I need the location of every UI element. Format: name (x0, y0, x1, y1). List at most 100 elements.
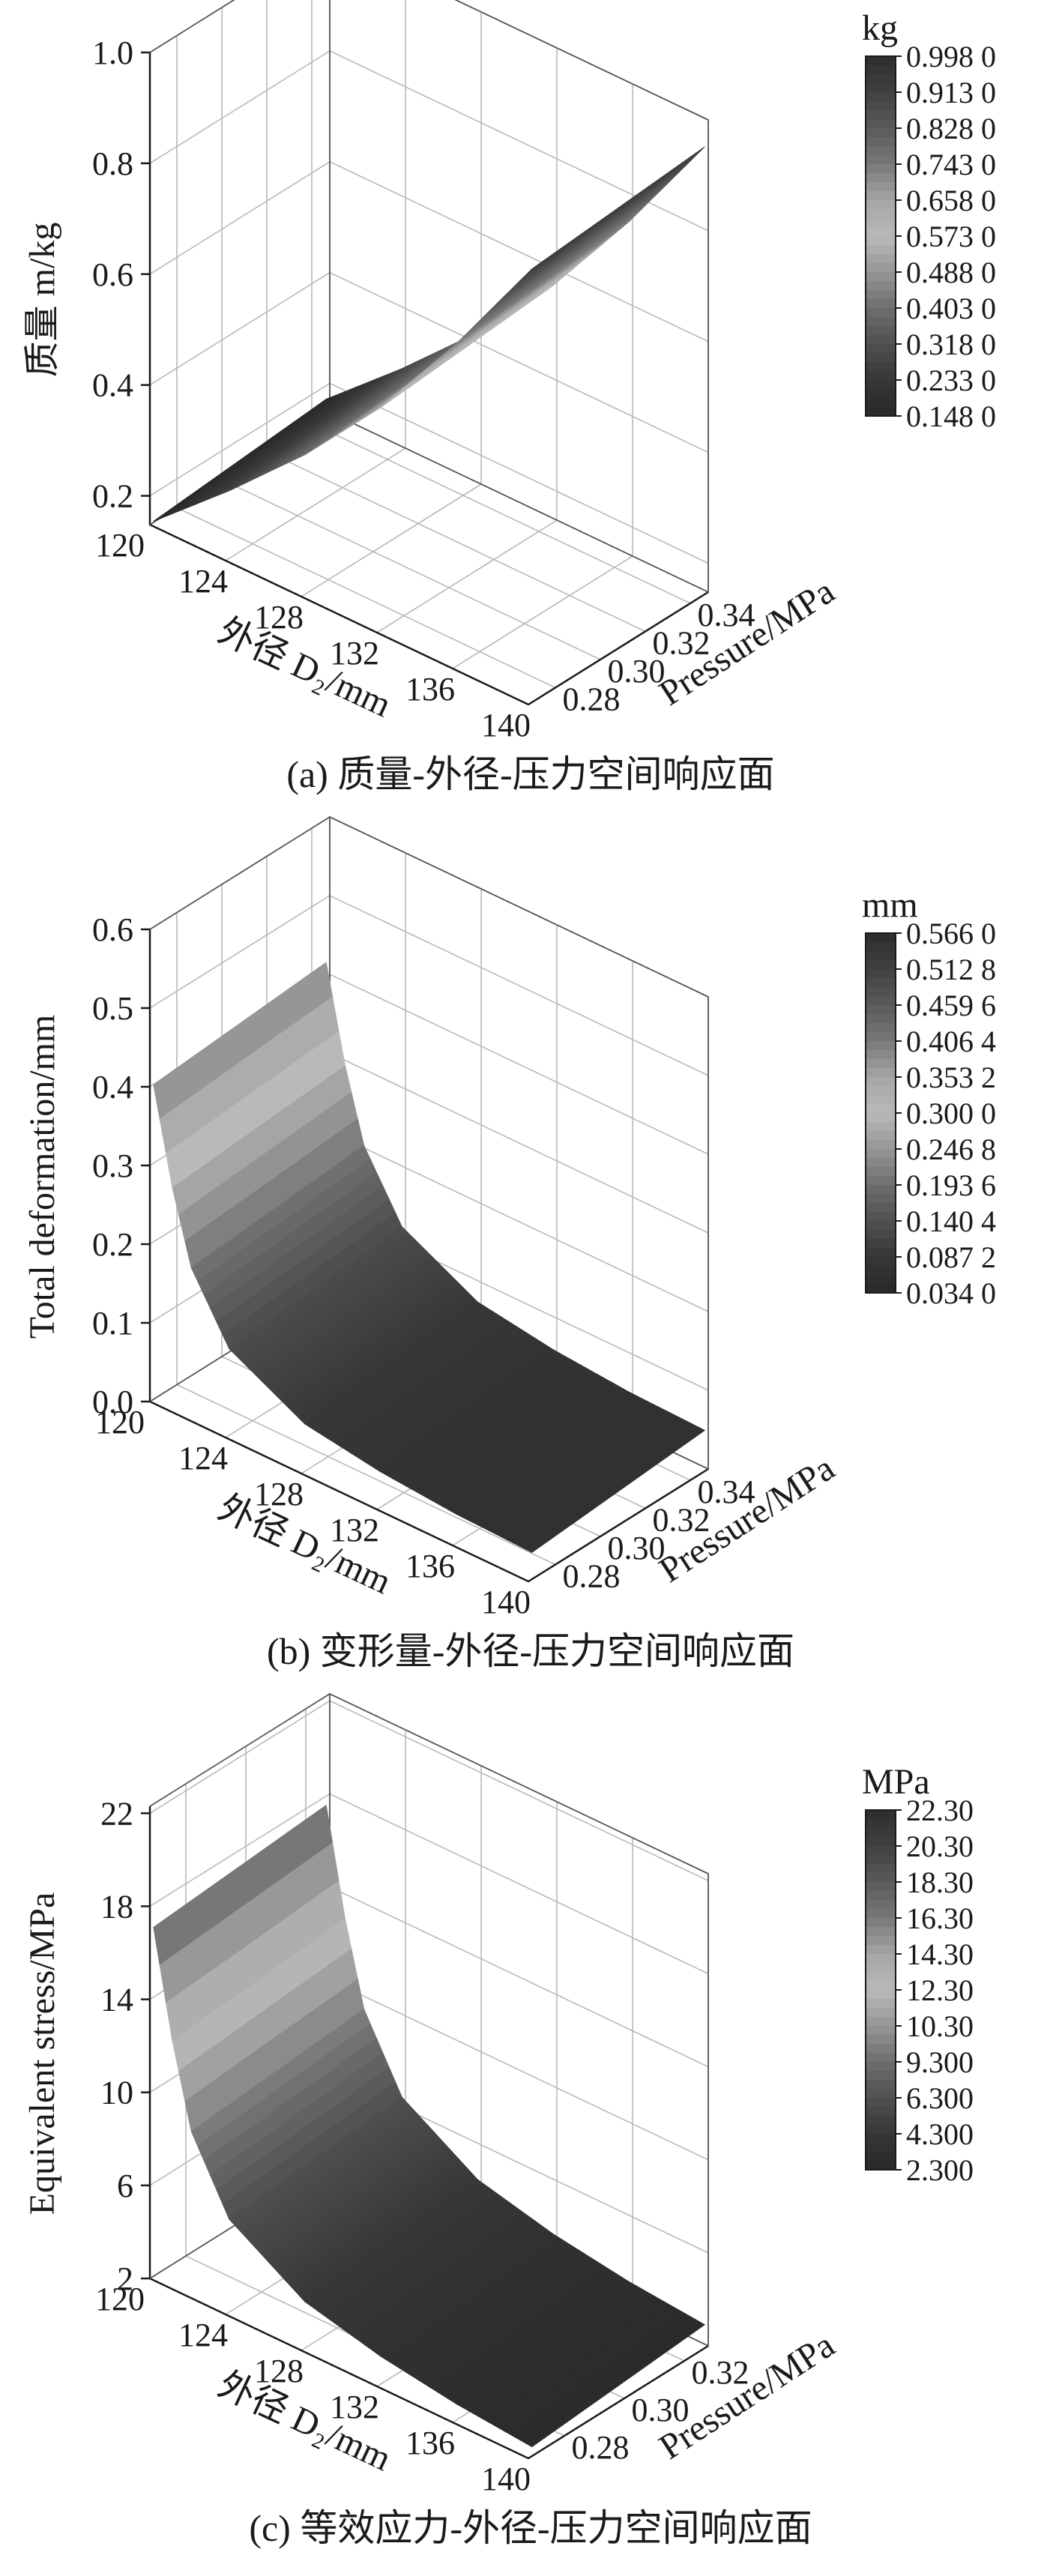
colorbar-tick-label: 2.300 (906, 2153, 974, 2187)
z-gridline (149, 0, 709, 121)
colorbar-segment (866, 969, 896, 979)
z-tick-label: 0.0 (92, 1384, 133, 1420)
x-tick-label: 140 (481, 707, 531, 743)
surface (153, 962, 706, 1553)
colorbar-tick-label: 0.087 2 (906, 1240, 996, 1274)
colorbar-segment (866, 1077, 896, 1087)
colorbar-segment (866, 281, 896, 291)
colorbar-segment (866, 2080, 896, 2090)
colorbar-segment (866, 1023, 896, 1033)
colorbar-segment (866, 1873, 896, 1883)
colorbar-segment (866, 65, 896, 75)
z-tick-label: 22 (100, 1795, 133, 1832)
colorbar-segment (866, 1167, 896, 1177)
colorbar-segment (866, 1981, 896, 1991)
colorbar-tick-label: 10.30 (906, 2009, 974, 2043)
x-tick-label: 124 (178, 1440, 228, 1476)
z-tick-label: 0.2 (92, 478, 133, 515)
colorbar-segment (866, 1203, 896, 1213)
colorbar-tick-label: 0.034 0 (906, 1276, 996, 1310)
z-tick-label: 0.4 (92, 367, 133, 404)
y-tick-label: 0.30 (632, 2392, 690, 2428)
colorbar-segment (866, 110, 896, 120)
colorbar-segment (866, 2089, 896, 2099)
y-tick-label: 0.32 (653, 1502, 710, 1539)
x-gridline (452, 84, 633, 669)
x-tick-label: 136 (405, 671, 455, 708)
surface (153, 1804, 706, 2448)
colorbar-tick-label: 0.193 6 (906, 1168, 996, 1202)
colorbar-segment (866, 2134, 896, 2144)
z-tick-label: 0.8 (92, 145, 133, 182)
colorbar-segment (866, 1837, 896, 1847)
colorbar-segment (866, 1113, 896, 1123)
z-tick-label: 0.2 (92, 1226, 133, 1263)
y-tick-label: 0.34 (698, 597, 755, 633)
grid (149, 0, 709, 705)
colorbar-segment (866, 1122, 896, 1132)
y-gridline (176, 35, 556, 689)
colorbar-segment (866, 1068, 896, 1078)
colorbar-segment (866, 380, 896, 390)
y-tick-label: 0.30 (608, 653, 666, 690)
x-tick-label: 140 (481, 2461, 531, 2497)
colorbar-tick-label: 0.573 0 (906, 220, 996, 253)
colorbar-tick-label: 9.300 (906, 2045, 974, 2079)
top-edge (149, 816, 331, 930)
colorbar-segment (866, 101, 896, 111)
colorbar-unit: kg (862, 8, 898, 48)
colorbar-tick-label: 0.140 4 (906, 1204, 996, 1238)
colorbar-tick-label: 0.459 6 (906, 989, 996, 1022)
colorbar-tick-label: 0.403 0 (906, 292, 996, 325)
x-tick-label: 120 (95, 527, 145, 564)
y-tick-label: 0.28 (572, 2429, 630, 2466)
colorbar-tick-label: 0.998 0 (906, 40, 996, 73)
z-tick-label: 18 (100, 1888, 133, 1925)
colorbar-segment (866, 1257, 896, 1267)
colorbar-segment (866, 56, 896, 66)
colorbar-segment (866, 1999, 896, 2009)
colorbar-segment (866, 1131, 896, 1141)
x-tick-label: 124 (178, 563, 228, 600)
colorbar-segment (866, 1819, 896, 1829)
top-edge (149, 0, 235, 53)
x-tick-label: 128 (254, 599, 304, 636)
colorbar-tick-label: 0.828 0 (906, 112, 996, 145)
colorbar-segment (866, 1810, 896, 1820)
x-tick-label: 132 (330, 2389, 379, 2425)
colorbar-segment (866, 2062, 896, 2072)
colorbar-segment (866, 1005, 896, 1015)
colorbar-tick-label: 0.300 0 (906, 1097, 996, 1130)
x-tick-label: 136 (405, 1548, 455, 1584)
colorbar-segment (866, 2071, 896, 2081)
colorbar-segment (866, 1221, 896, 1231)
colorbar-segment (866, 2008, 896, 2018)
y-tick-label: 0.28 (563, 1558, 621, 1595)
colorbar-segment (866, 1194, 896, 1204)
z-gridline (149, 160, 709, 343)
colorbar-tick-label: 12.30 (906, 1973, 974, 2007)
figure-caption: (c) 等效应力-外径-压力空间响应面 (249, 2507, 812, 2549)
z-axis-label: Equivalent stress/MPa (22, 1892, 62, 2215)
colorbar-tick-label: 0.658 0 (906, 184, 996, 217)
colorbar-segment (866, 1050, 896, 1060)
colorbar-segment (866, 1032, 896, 1042)
colorbar-segment (866, 245, 896, 255)
colorbar-tick-label: 16.30 (906, 1901, 974, 1935)
axis-lines (148, 52, 709, 706)
colorbar-segment (866, 1963, 896, 1973)
z-tick-label: 0.4 (92, 1069, 133, 1105)
surface-strip (525, 1426, 706, 1553)
colorbar: mm0.566 00.512 80.459 60.406 40.353 20.3… (862, 885, 996, 1310)
z-tick-label: 0.6 (92, 911, 133, 948)
surface-strip (525, 2320, 706, 2448)
axes-box (148, 0, 709, 706)
y-tick-label: 0.32 (692, 2354, 749, 2391)
y-tick-label: 0.32 (653, 625, 710, 662)
y-gridline (221, 7, 601, 660)
colorbar-tick-label: 4.300 (906, 2117, 974, 2151)
x-tick-label: 132 (330, 1512, 379, 1548)
colorbar-segment (866, 933, 896, 943)
colorbar-segment (866, 1041, 896, 1051)
